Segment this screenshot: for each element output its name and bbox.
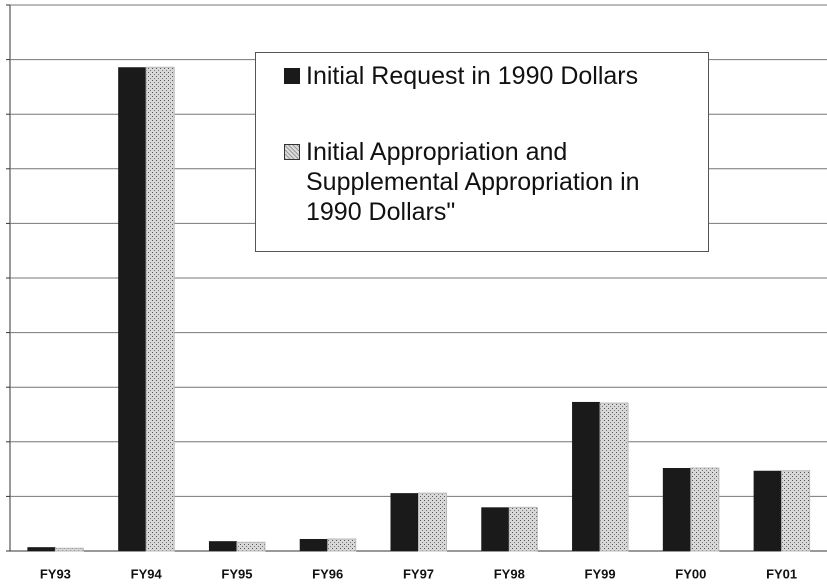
x-tick-label: FY96 — [312, 566, 343, 581]
bar — [753, 470, 782, 551]
legend-label: Initial Request in 1990 Dollars — [306, 62, 639, 90]
bar — [662, 468, 691, 551]
bar — [208, 541, 237, 551]
bar — [27, 547, 56, 551]
bar — [327, 538, 357, 552]
bar — [54, 547, 84, 552]
legend-swatch — [284, 144, 300, 160]
bar — [299, 538, 328, 551]
bar — [572, 401, 601, 551]
x-tick-label: FY93 — [40, 566, 71, 581]
x-tick-label: FY98 — [494, 566, 525, 581]
x-tick-label: FY99 — [585, 566, 616, 581]
legend-entry: Initial Request in 1990 Dollars — [266, 61, 698, 91]
x-tick-label: FY94 — [131, 566, 163, 581]
bar — [145, 66, 175, 552]
x-tick-label: FY97 — [403, 566, 434, 581]
bar — [508, 506, 538, 552]
legend-label: Initial Appropriation and Supplemental A… — [306, 138, 640, 226]
bar — [690, 467, 720, 552]
x-tick-label: FY01 — [766, 566, 797, 581]
legend-entry: Initial Appropriation and Supplemental A… — [266, 137, 698, 227]
bar — [481, 507, 510, 551]
x-tick-label: FY00 — [675, 566, 706, 581]
bar — [118, 67, 147, 551]
bar — [781, 470, 811, 552]
bar — [418, 492, 447, 552]
legend-swatch — [284, 68, 300, 84]
x-tick-label: FY95 — [221, 566, 252, 581]
bar — [599, 402, 629, 552]
bar — [390, 493, 419, 551]
legend: Initial Request in 1990 Dollars Initial A… — [255, 52, 709, 252]
bar — [236, 541, 266, 552]
